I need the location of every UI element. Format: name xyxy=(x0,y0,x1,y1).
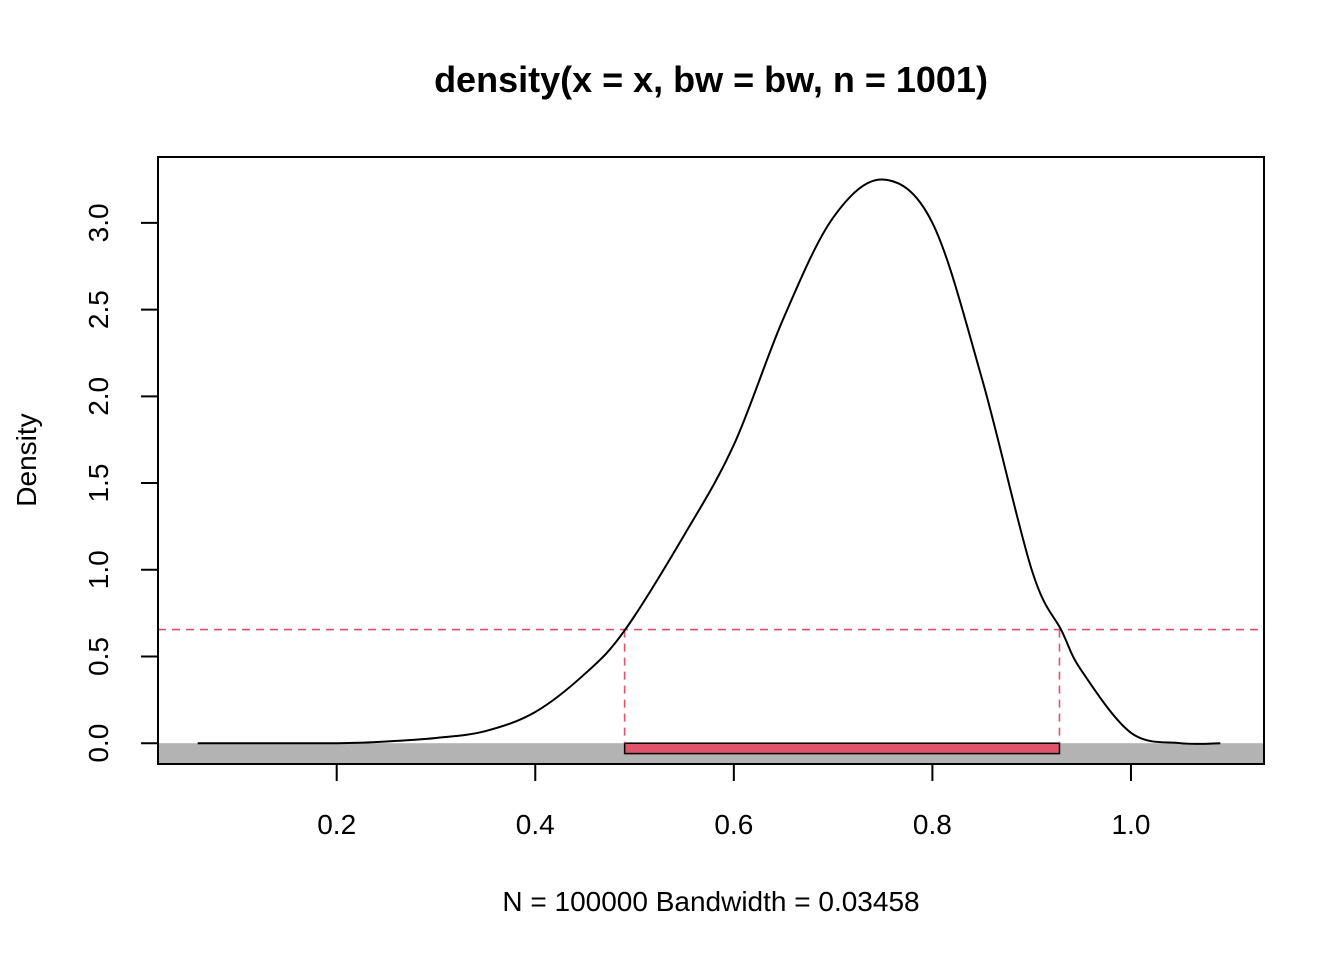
x-tick-label: 0.4 xyxy=(516,809,555,840)
y-tick-label: 2.5 xyxy=(83,290,114,329)
x-tick-label: 0.8 xyxy=(913,809,952,840)
y-axis-label: Density xyxy=(11,413,42,506)
y-tick-label: 1.0 xyxy=(83,550,114,589)
y-tick-label: 0.0 xyxy=(83,724,114,763)
y-tick-label: 0.5 xyxy=(83,637,114,676)
density-curve xyxy=(197,178,1221,745)
interval-bar xyxy=(623,742,1061,755)
axes: 0.2 0.4 0.6 0.8 1.0 0.0 0.5 1.0 1.5 2.0 2.5 3.0 xyxy=(83,203,1150,840)
y-tick-label: 2.0 xyxy=(83,377,114,416)
x-tick-label: 1.0 xyxy=(1111,809,1150,840)
x-tick-label: 0.6 xyxy=(714,809,753,840)
plot-region xyxy=(158,178,1264,764)
chart-title: density(x = x, bw = bw, n = 1001) xyxy=(434,59,988,100)
x-tick-label: 0.2 xyxy=(317,809,356,840)
x-axis-label: N = 100000 Bandwidth = 0.03458 xyxy=(502,886,919,917)
plot-frame xyxy=(157,156,1265,765)
y-tick-label: 1.5 xyxy=(83,464,114,503)
y-tick-label: 3.0 xyxy=(83,203,114,242)
